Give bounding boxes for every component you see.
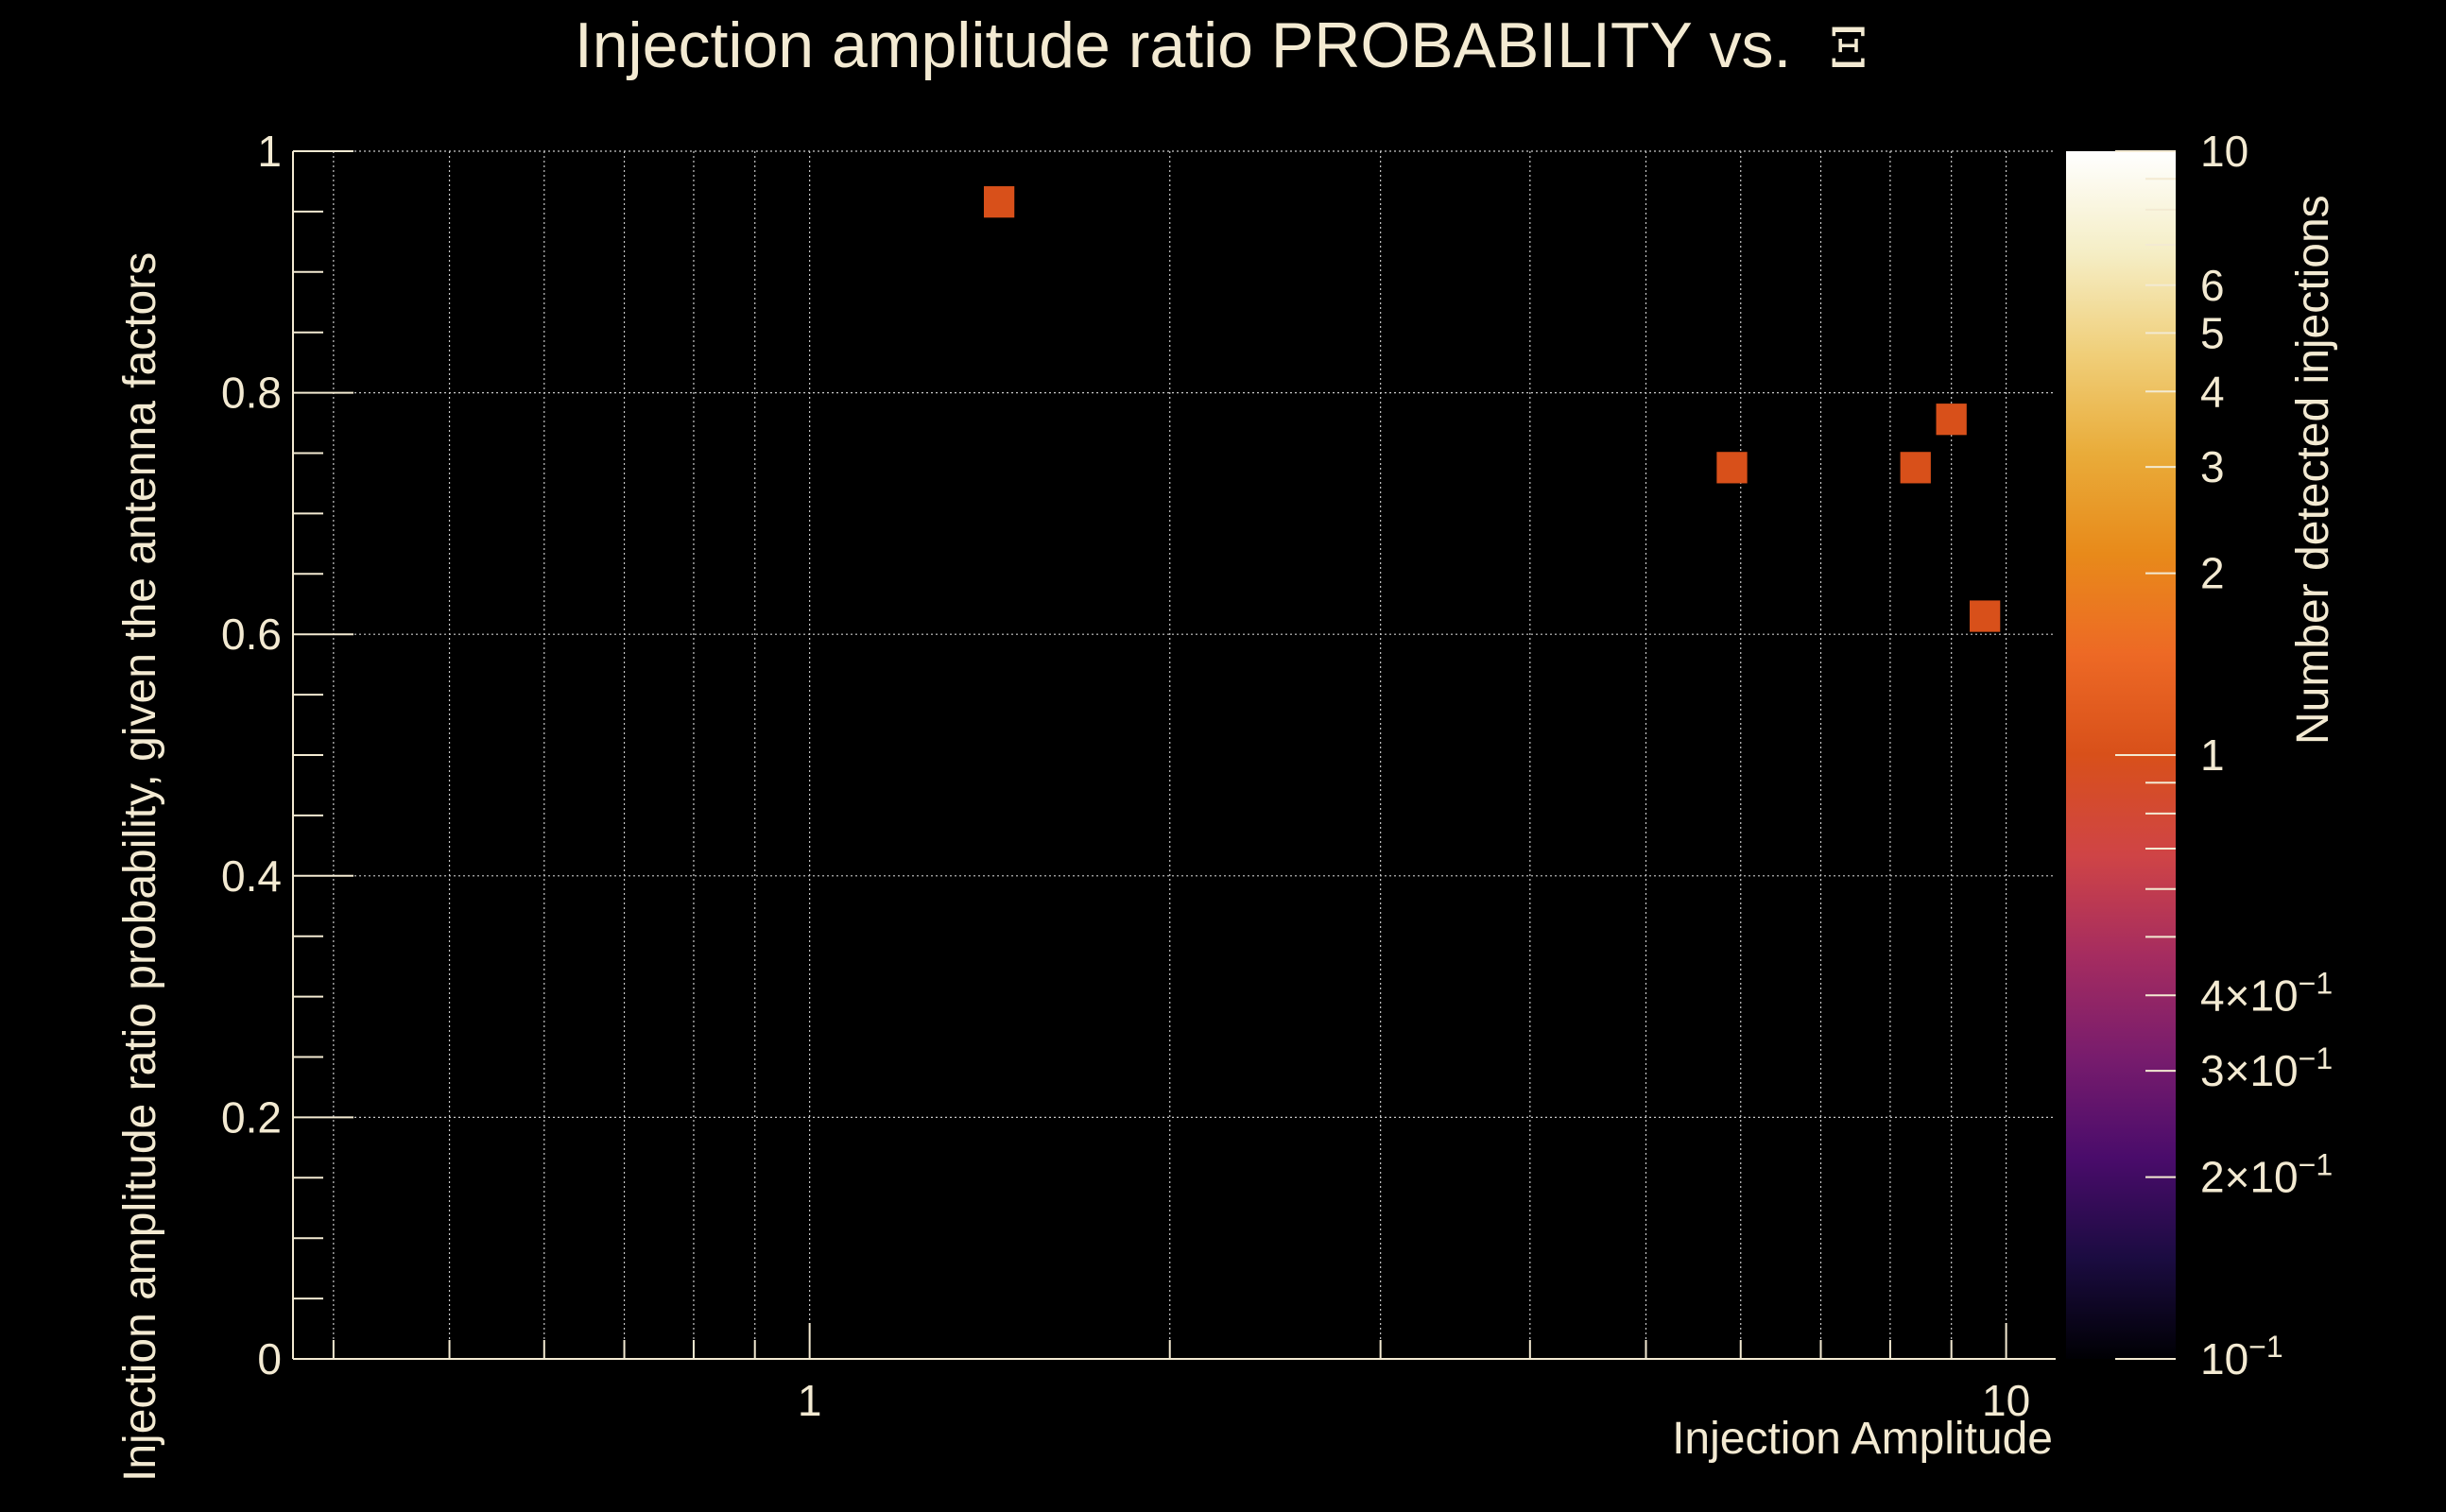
heatmap-bin [1716, 452, 1748, 484]
colorbar-tick-label: 3 [2200, 442, 2225, 491]
colorbar-tick-label: 1 [2200, 730, 2225, 780]
heatmap-bins [983, 186, 2001, 632]
y-tick-label: 0.2 [221, 1092, 282, 1142]
heatmap-bin [1900, 452, 1931, 484]
colorbar-tick-label: 2×10−1 [2200, 1148, 2333, 1202]
heatmap-bin [983, 186, 1015, 218]
colorbar-tick-label: 6 [2200, 261, 2225, 310]
chart-title-text: Injection amplitude ratio PROBABILITY vs… [575, 9, 1792, 81]
colorbar-label: Number detected injections [2288, 195, 2338, 745]
y-tick-label: 1 [257, 127, 282, 176]
colorbar-tick-label: 4 [2200, 367, 2225, 416]
chart-title: Injection amplitude ratio PROBABILITY vs… [575, 9, 1868, 81]
x-axis-label: Injection Amplitude [1672, 1414, 2053, 1464]
heatmap-bin [1970, 600, 2001, 632]
y-tick-label: 0 [257, 1334, 282, 1383]
colorbar-tick-label: 10 [2200, 127, 2248, 176]
x-tick-label: 10 [1982, 1376, 2030, 1425]
chart-title-symbol: Ξ [1829, 16, 1868, 80]
x-tick-label: 1 [798, 1376, 822, 1425]
axes: 1 10 0 0.2 0.4 0.6 0.8 1 [221, 127, 2056, 1425]
colorbar-tick-label: 3×10−1 [2200, 1041, 2333, 1095]
colorbar-tick-label: 5 [2200, 308, 2225, 357]
y-tick-label: 0.8 [221, 369, 282, 418]
y-tick-label: 0.6 [221, 610, 282, 659]
y-tick-label: 0.4 [221, 851, 282, 901]
colorbar-axis: 10−1 2×10−1 3×10−1 4×10−1 1 2 3 4 56 10 [2115, 127, 2333, 1383]
y-axis-label: Injection amplitude ratio probability, g… [115, 252, 165, 1482]
colorbar-tick-label: 4×10−1 [2200, 966, 2333, 1020]
heatmap-bin [1936, 404, 1967, 436]
colorbar-tick-label: 2 [2200, 549, 2225, 598]
colorbar-tick-label: 10−1 [2200, 1330, 2283, 1383]
grid [293, 150, 2056, 1360]
